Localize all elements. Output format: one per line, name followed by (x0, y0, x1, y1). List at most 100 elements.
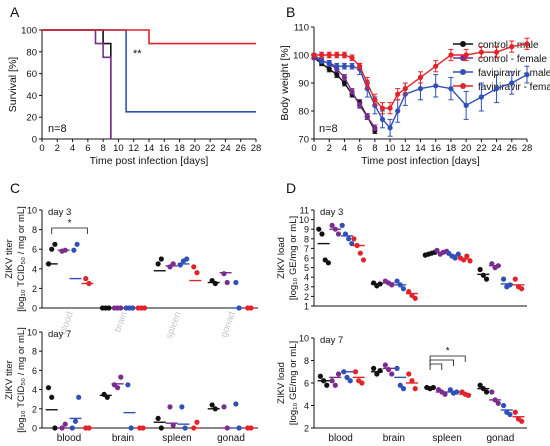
y-tick-label: 80 (298, 107, 309, 118)
data-point (118, 374, 124, 380)
data-point (507, 282, 513, 288)
x-tick-label: 10 (385, 143, 396, 154)
y-tick-label: 70 (298, 135, 309, 146)
data-point (389, 371, 395, 377)
data-point (334, 72, 340, 78)
series-favipiravir-female (42, 29, 256, 45)
y-tick-label: 6 (304, 379, 309, 389)
data-point (52, 241, 58, 247)
y-tick-label: 11 (300, 206, 309, 216)
x-tick-label: 14 (415, 143, 426, 154)
data-point (430, 384, 436, 391)
significance-bracket (429, 363, 443, 370)
x-tick-label: 2 (55, 143, 60, 154)
significance-bracket (429, 359, 454, 366)
data-point (177, 262, 183, 268)
y-tick-label: 4 (32, 264, 37, 274)
data-point (351, 236, 357, 242)
data-point (357, 250, 363, 256)
data-point (319, 52, 325, 58)
x-tick-label: 6 (85, 143, 90, 154)
data-point (477, 266, 483, 273)
legend-label: control - male (478, 40, 539, 51)
data-point (317, 373, 323, 379)
chart-d-day7-load: 2 4 6 8 10 day 7 ZIKV load [log₁₀ GE/mg or mL] b… (276, 334, 527, 444)
y-tick-label: 2 (304, 292, 309, 302)
data-point (209, 402, 215, 408)
data-point (509, 80, 515, 86)
data-point (329, 378, 335, 384)
data-point (325, 260, 331, 266)
y-tick-label: 2 (304, 424, 309, 434)
data-point (83, 276, 89, 282)
y-tick-label: 0 (32, 424, 37, 434)
data-point (433, 83, 439, 89)
y-tick-label: 0 (32, 304, 37, 314)
data-point (464, 253, 470, 259)
data-point (349, 63, 355, 69)
panel-a-n-label: n=8 (48, 123, 67, 135)
significance-label: * (68, 218, 72, 229)
data-point (341, 74, 348, 80)
y-tick-label: 8 (304, 356, 309, 366)
y-tick-label: 6 (32, 245, 37, 255)
data-point (377, 368, 383, 374)
data-point (524, 72, 530, 78)
y-tick-label: 80 (26, 47, 37, 58)
x-tick-label: 18 (174, 143, 185, 154)
x-tick-label: 20 (190, 143, 201, 154)
data-point (495, 400, 501, 406)
panel-letter-b: B (286, 4, 295, 20)
data-point (329, 222, 335, 228)
y-axis-label: [log₁₀ TCID₅₀ / mg or mL] (16, 206, 27, 312)
data-point (463, 102, 469, 108)
data-point (394, 278, 400, 284)
data-point (400, 286, 407, 292)
x-tick-label: 24 (220, 143, 231, 154)
data-point (448, 52, 454, 58)
category-label: spleen (164, 310, 184, 340)
y-tick-label: 100 (293, 51, 309, 62)
panel-letter-a: A (10, 4, 20, 20)
data-point (341, 369, 347, 375)
data-point (364, 114, 370, 120)
y-axis-label: [log₁₀ TCID₅₀ / mg or mL] (16, 327, 27, 433)
data-point (344, 374, 350, 380)
data-point (341, 63, 348, 69)
data-point (194, 419, 200, 425)
data-point (326, 60, 332, 66)
data-point (448, 86, 454, 92)
x-axis-label: Time post infection [days] (90, 155, 209, 167)
data-point (311, 52, 317, 58)
data-point (442, 391, 448, 397)
data-point (334, 52, 340, 58)
chart-c-day7-titer: 0 2 4 6 8 10 day 7 ZIKV titer [log₁₀ TCID₅₀ / mg… (4, 327, 258, 444)
day-label: day 3 (48, 207, 71, 218)
data-point (509, 44, 515, 50)
data-point (352, 369, 359, 375)
data-point (155, 415, 161, 421)
data-point (319, 58, 325, 64)
data-point (115, 385, 121, 391)
category-label: spleen (162, 433, 191, 444)
data-point (339, 222, 345, 228)
data-point (394, 365, 400, 371)
data-point (69, 425, 75, 431)
y-tick-label: 2 (32, 404, 37, 414)
data-point (182, 425, 188, 431)
data-point (483, 276, 490, 282)
panel-letter-d: D (286, 180, 296, 196)
x-tick-label: 28 (522, 143, 533, 154)
data-point (170, 422, 176, 428)
data-point (397, 282, 403, 288)
data-point (224, 425, 230, 431)
y-tick-label: 60 (26, 69, 37, 80)
x-tick-label: 8 (372, 143, 377, 154)
data-point (480, 272, 486, 278)
data-point (335, 231, 342, 237)
data-point (319, 231, 325, 237)
panel-a-significance: ** (133, 48, 142, 60)
x-tick-label: 8 (100, 143, 105, 154)
data-point (326, 66, 332, 72)
y-tick-label: 3 (304, 282, 309, 292)
